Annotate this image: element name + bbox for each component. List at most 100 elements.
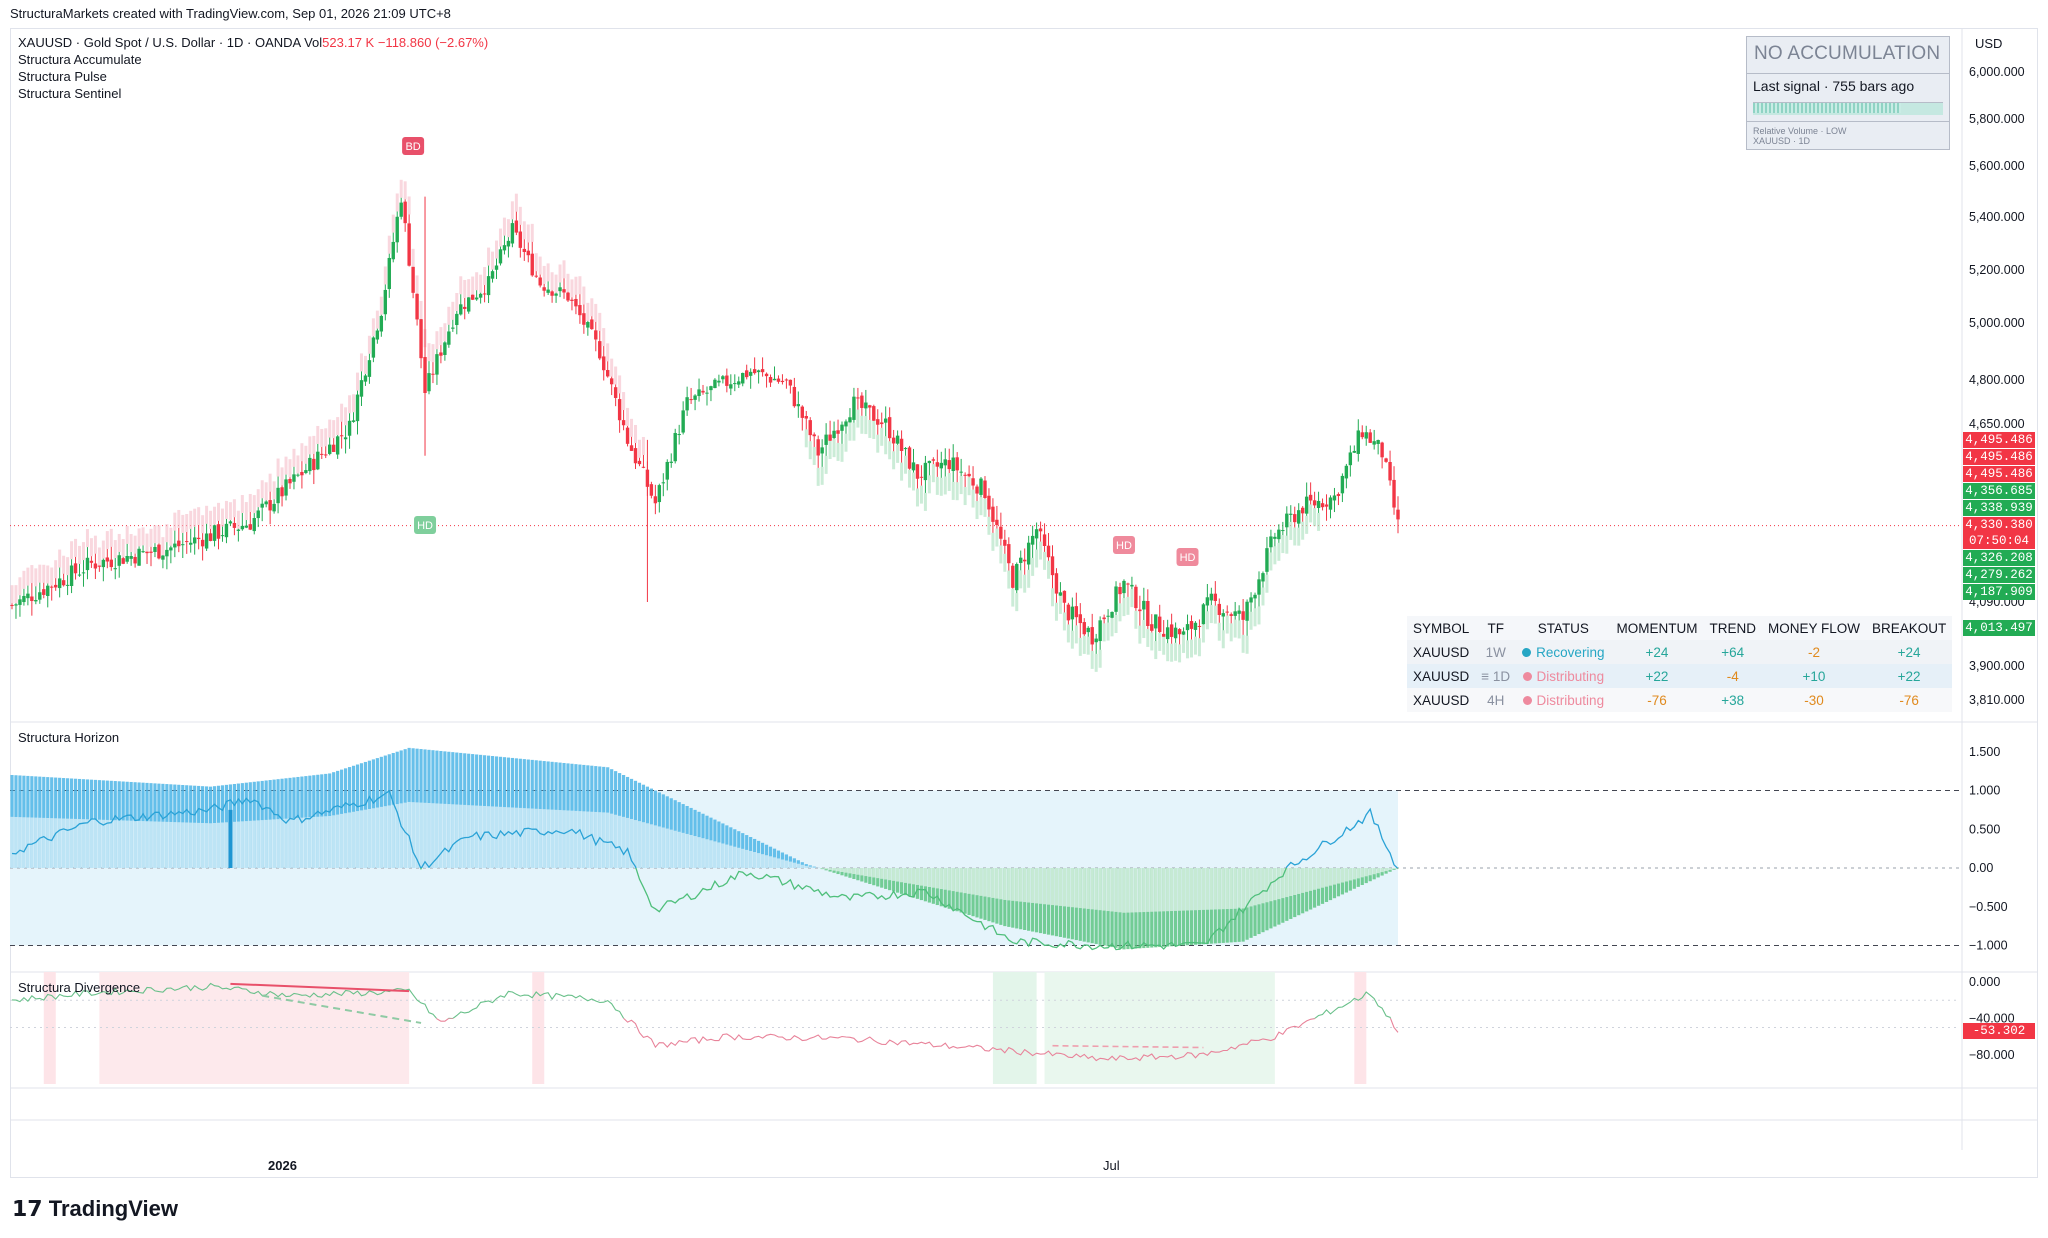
indicator-pulse[interactable]: Structura Pulse xyxy=(18,69,107,84)
horizon-bar-fade xyxy=(300,817,304,868)
candle-trail xyxy=(232,499,236,518)
divergence-pane-title[interactable]: Structura Divergence xyxy=(18,980,141,995)
candle-body xyxy=(367,360,372,377)
indicator-sentinel[interactable]: Structura Sentinel xyxy=(18,86,122,101)
candle-trail xyxy=(89,538,93,557)
horizon-bar-fade xyxy=(208,823,213,868)
candle-body xyxy=(494,265,499,270)
candle-trail xyxy=(1269,552,1273,571)
candle-body xyxy=(1026,542,1031,565)
indicator-accumulate[interactable]: Structura Accumulate xyxy=(18,52,142,67)
candle-trail xyxy=(856,409,860,428)
candle-trail xyxy=(812,446,816,465)
vol-value: 523.17 K xyxy=(322,35,375,50)
horizon-bar-fade xyxy=(1007,868,1011,901)
candle-trail xyxy=(578,276,582,295)
candle-body xyxy=(1011,565,1015,588)
candle-body xyxy=(371,337,376,358)
horizon-bar-fade xyxy=(431,803,435,868)
signal-marker[interactable]: HD xyxy=(1112,536,1135,554)
candle-body xyxy=(38,592,42,600)
signal-marker-label: BD xyxy=(405,141,420,153)
signal-row-1: XAUUSD 1W Recovering +24 +64 -2 +24 xyxy=(1407,640,1953,664)
candle-trail xyxy=(356,372,360,391)
signal-marker[interactable]: BD xyxy=(402,137,425,155)
candle-body xyxy=(351,420,356,422)
candle-body xyxy=(407,223,411,266)
candle-body xyxy=(673,432,677,462)
candle-trail xyxy=(530,223,534,242)
tradingview-logo[interactable]: 𝟭𝟳 TradingView xyxy=(12,1196,178,1222)
candle-trail xyxy=(598,312,602,331)
candle-body xyxy=(89,560,94,563)
horizon-bar-fade xyxy=(1356,868,1360,879)
candle-body xyxy=(339,435,344,437)
candle-body xyxy=(431,373,435,375)
candle-body xyxy=(141,551,145,553)
horizon-pane-title[interactable]: Structura Horizon xyxy=(18,730,120,745)
candle-trail xyxy=(852,422,856,441)
col-breakout: BREAKOUT xyxy=(1871,620,1947,636)
candle-body xyxy=(633,448,638,464)
candle-trail xyxy=(407,196,411,215)
horizon-bar-fade xyxy=(1213,868,1217,910)
currency-label[interactable]: USD xyxy=(1975,36,2003,51)
candle-body xyxy=(1102,617,1106,620)
signal-table: SYMBOL TF STATUS MOMENTUM TREND MONEY FL… xyxy=(1407,616,1953,712)
horizon-bar-fade xyxy=(737,847,741,868)
candle-trail xyxy=(1205,611,1209,630)
candle-body xyxy=(443,342,447,355)
signal-marker[interactable]: HD xyxy=(1176,548,1199,566)
divergence-line xyxy=(11,982,1392,1019)
candle-trail xyxy=(1241,634,1245,653)
horizon-bar-fade xyxy=(73,818,78,868)
horizon-bar-fade xyxy=(518,807,522,868)
candle-body xyxy=(316,451,320,470)
horizon-bar-fade xyxy=(260,820,264,868)
horizon-bar-fade xyxy=(347,812,352,868)
candle-trail xyxy=(900,462,904,481)
candle-body xyxy=(335,436,340,455)
horizon-bar-fade xyxy=(165,821,169,868)
candle-body xyxy=(935,462,940,467)
candle-body xyxy=(1142,600,1146,610)
candle-trail xyxy=(1003,553,1007,572)
candle-trail xyxy=(332,420,336,439)
candle-body xyxy=(594,330,598,340)
candle-trail xyxy=(1229,623,1233,642)
candle-trail xyxy=(435,331,439,350)
candle-trail xyxy=(201,515,205,534)
symbol-legend[interactable]: XAUUSD · Gold Spot / U.S. Dollar · 1D · … xyxy=(18,34,488,51)
horizon-bar-fade xyxy=(927,868,931,888)
horizon-bar-fade xyxy=(832,868,836,871)
candle-body xyxy=(1392,479,1396,508)
candle-body xyxy=(741,372,745,384)
horizon-bar-fade xyxy=(995,868,999,899)
candle-trail xyxy=(864,416,868,435)
candle-body xyxy=(860,395,864,408)
candle-trail xyxy=(1098,649,1102,668)
horizon-bar-fade xyxy=(379,806,383,868)
horizon-bar-fade xyxy=(343,813,348,868)
horizon-bar-fade xyxy=(1070,868,1074,908)
candle-trail xyxy=(506,219,510,238)
signal-marker[interactable]: HD xyxy=(414,516,437,534)
candle-trail xyxy=(1197,638,1201,657)
horizon-bar-fade xyxy=(42,817,46,868)
candle-body xyxy=(14,604,18,606)
candle-body xyxy=(1388,462,1392,481)
candle-trail xyxy=(1054,602,1058,621)
horizon-bar-fade xyxy=(621,816,626,868)
horizon-bar-fade xyxy=(38,817,42,868)
horizon-bar-fade xyxy=(701,838,705,868)
price-axis-tick: 6,000.000 xyxy=(1969,65,2025,79)
candle-body xyxy=(510,223,515,244)
horizon-bar-fade xyxy=(105,819,109,868)
horizon-bar-fade xyxy=(876,868,880,879)
horizon-bar-fade xyxy=(304,817,308,868)
horizon-bar-fade xyxy=(1102,868,1106,911)
horizon-line xyxy=(11,789,1399,868)
candle-trail xyxy=(1122,598,1126,617)
horizon-bar-fade xyxy=(828,868,832,870)
